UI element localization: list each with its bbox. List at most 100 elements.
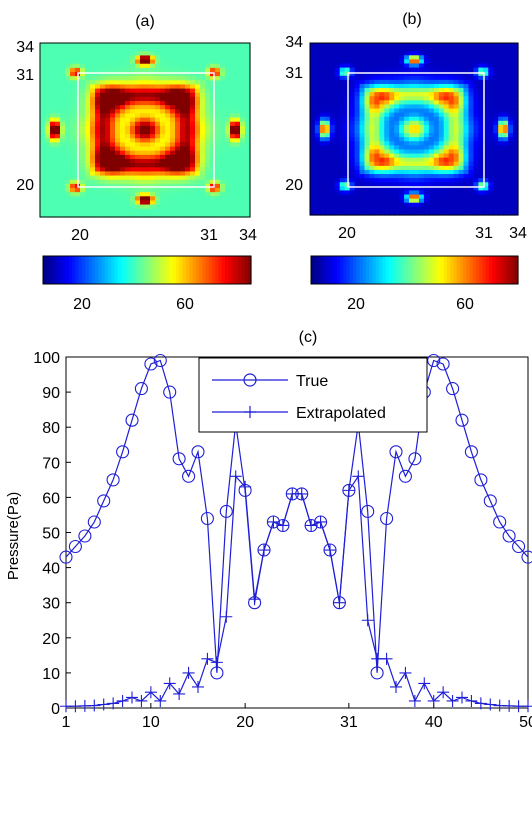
heatmap-cell <box>180 96 186 102</box>
heatmap-cell <box>100 196 106 202</box>
heatmap-cell <box>334 137 341 142</box>
heatmap-cell <box>349 165 356 171</box>
heatmap-cell <box>225 55 231 61</box>
heatmap-cell <box>215 59 221 65</box>
heatmap-cell <box>394 149 400 155</box>
heatmap-cell <box>90 113 96 119</box>
heatmap-cell <box>235 163 241 168</box>
heatmap-cell <box>195 105 201 110</box>
heatmap-cell <box>60 192 66 197</box>
heatmap-cell <box>473 112 479 118</box>
heatmap-cell <box>110 212 116 218</box>
heatmap-cell <box>120 67 126 73</box>
heatmap-cell <box>85 55 91 61</box>
colorbar-segment <box>505 256 509 284</box>
colorbar-segment <box>215 256 220 284</box>
heatmap-cell <box>389 194 395 200</box>
heatmap-cell <box>409 51 415 56</box>
heatmap-cell <box>170 96 176 102</box>
heatmap-cell <box>165 175 171 181</box>
heatmap-cell <box>384 112 390 118</box>
heatmap-cell <box>135 63 141 69</box>
heatmap-cell <box>334 153 341 159</box>
heatmap-cell <box>513 92 519 97</box>
heatmap-cell <box>498 83 504 89</box>
heatmap-cell <box>220 175 226 181</box>
heatmap-cell <box>205 59 211 65</box>
heatmap-cell <box>414 149 420 155</box>
heatmap-cell <box>414 182 420 187</box>
heatmap-cell <box>359 182 366 187</box>
heatmap-cell <box>334 92 341 97</box>
heatmap-cell <box>404 145 410 151</box>
heatmap-cell <box>130 146 136 152</box>
heatmap-cell <box>409 186 415 192</box>
heatmap-cell <box>120 84 126 90</box>
heatmap-cell <box>374 137 380 142</box>
heatmap-cell <box>110 43 116 48</box>
heatmap-cell <box>379 47 385 52</box>
heatmap-cell <box>160 175 166 181</box>
heatmap-cell <box>105 72 111 77</box>
heatmap-cell <box>488 182 494 187</box>
heatmap-cell <box>409 161 415 167</box>
heatmap-cell <box>334 108 341 114</box>
heatmap-cell <box>85 130 91 135</box>
heatmap-cell <box>65 76 71 81</box>
heatmap-cell <box>45 138 51 144</box>
heatmap-cell <box>483 194 489 200</box>
heatmap-cell <box>334 161 341 167</box>
heatmap-cell <box>404 71 410 77</box>
heatmap-cell <box>349 169 356 175</box>
heatmap-cell <box>190 134 196 139</box>
heatmap-cell <box>65 121 71 127</box>
legend-extrapolated-label: Extrapolated <box>296 405 386 422</box>
heatmap-cell <box>458 174 465 179</box>
heatmap-cell <box>205 159 211 164</box>
heatmap-cell <box>50 121 56 127</box>
heatmap-cell <box>115 134 121 139</box>
heatmap-cell <box>155 96 161 102</box>
heatmap-cell <box>135 212 141 218</box>
heatmap-cell <box>329 161 336 167</box>
heatmap-cell <box>394 169 400 175</box>
heatmap-cell <box>448 47 455 52</box>
heatmap-cell <box>40 183 46 189</box>
heatmap-cell <box>210 188 216 193</box>
heatmap-cell <box>230 117 236 123</box>
heatmap-cell <box>220 80 226 86</box>
heatmap-cell <box>150 175 156 181</box>
heatmap-cell <box>70 188 76 193</box>
heatmap-cell <box>130 80 136 86</box>
heatmap-cell <box>115 55 121 61</box>
heatmap-cell <box>349 79 356 85</box>
heatmap-cell <box>130 51 136 57</box>
heatmap-cell <box>65 92 71 98</box>
heatmap-cell <box>453 120 460 126</box>
heatmap-cell <box>379 51 385 56</box>
heatmap-cell <box>324 210 331 216</box>
heatmap-cell <box>50 96 56 102</box>
heatmap-cell <box>423 92 430 97</box>
heatmap-cell <box>354 67 361 73</box>
heatmap-cell <box>225 192 231 197</box>
heatmap-cell <box>369 186 375 192</box>
heatmap-cell <box>498 157 504 163</box>
heatmap-cell <box>240 163 246 168</box>
heatmap-cell <box>65 208 71 214</box>
heatmap-cell <box>140 175 146 181</box>
heatmap-cell <box>120 208 126 214</box>
heatmap-cell <box>310 190 316 196</box>
heatmap-cell <box>433 210 440 216</box>
heatmap-cell <box>468 120 475 126</box>
heatmap-cell <box>349 161 356 167</box>
heatmap-cell <box>125 51 131 57</box>
heatmap-cell <box>200 101 206 106</box>
heatmap-cell <box>100 43 106 48</box>
colorbar-segment <box>160 256 164 284</box>
heatmap-cell <box>369 43 375 48</box>
heatmap-cell <box>354 120 361 126</box>
heatmap-cell <box>453 59 460 65</box>
heatmap-cell <box>498 153 504 159</box>
heatmap-cell <box>364 141 371 146</box>
